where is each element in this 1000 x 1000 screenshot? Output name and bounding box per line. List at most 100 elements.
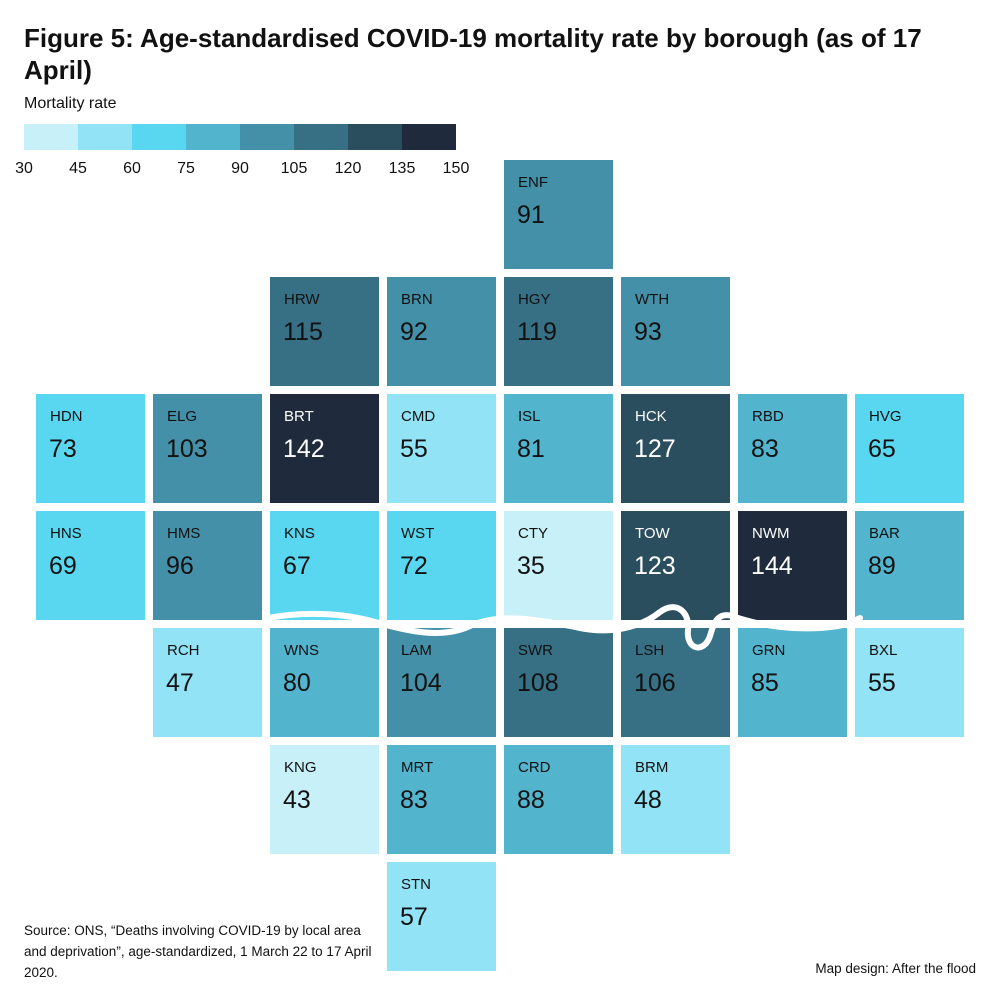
borough-value-label: 91 [517, 201, 545, 229]
borough-tile-rect [153, 628, 262, 737]
borough-code-label: CRD [518, 759, 551, 776]
borough-tile-rect [270, 394, 379, 503]
borough-tile-lsh: LSH 106 [621, 628, 730, 737]
borough-tile-swr: SWR 108 [504, 628, 613, 737]
borough-tile-stn: STN 57 [387, 862, 496, 971]
borough-code-label: KNS [284, 525, 315, 542]
borough-code-label: ISL [518, 408, 541, 425]
legend-swatch [132, 124, 186, 150]
borough-tile-elg: ELG 103 [153, 394, 262, 503]
borough-value-label: 57 [400, 903, 428, 931]
borough-tile-rect [387, 511, 496, 620]
borough-tile-rect [504, 511, 613, 620]
borough-tile-enf: ENF 91 [504, 160, 613, 269]
borough-tile-cty: CTY 35 [504, 511, 613, 620]
legend-swatch [294, 124, 348, 150]
borough-tile-nwm: NWM 144 [738, 511, 847, 620]
borough-tile-hdn: HDN 73 [36, 394, 145, 503]
source-note: Source: ONS, “Deaths involving COVID-19 … [24, 923, 372, 980]
borough-value-label: 43 [283, 786, 311, 814]
borough-tile-rch: RCH 47 [153, 628, 262, 737]
borough-tile-rect [504, 628, 613, 737]
borough-code-label: HMS [167, 525, 200, 542]
color-legend [24, 124, 456, 150]
borough-code-label: ELG [167, 408, 197, 425]
borough-tile-rect [387, 628, 496, 737]
borough-code-label: HNS [50, 525, 82, 542]
borough-tile-rect [387, 862, 496, 971]
borough-code-label: BRM [635, 759, 668, 776]
legend-tick-label: 135 [388, 160, 416, 177]
borough-value-label: 89 [868, 552, 896, 580]
borough-tile-wns: WNS 80 [270, 628, 379, 737]
borough-value-label: 142 [283, 435, 325, 463]
borough-tile-hms: HMS 96 [153, 511, 262, 620]
borough-tile-grn: GRN 85 [738, 628, 847, 737]
borough-code-label: HVG [869, 408, 902, 425]
borough-tile-crd: CRD 88 [504, 745, 613, 854]
borough-value-label: 127 [634, 435, 676, 463]
borough-tile-brm: BRM 48 [621, 745, 730, 854]
borough-value-label: 65 [868, 435, 896, 463]
borough-tile-kng: KNG 43 [270, 745, 379, 854]
borough-value-label: 55 [868, 669, 896, 697]
borough-code-label: KNG [284, 759, 317, 776]
legend-tick-labels: 30 45 60 75 90 105 120 135 150 [0, 160, 500, 182]
borough-tile-rect [504, 745, 613, 854]
borough-value-label: 119 [517, 318, 557, 346]
borough-tile-rect [153, 394, 262, 503]
borough-value-label: 73 [49, 435, 77, 463]
borough-value-label: 108 [517, 669, 559, 697]
borough-code-label: STN [401, 876, 431, 893]
borough-tile-hvg: HVG 65 [855, 394, 964, 503]
borough-code-label: HGY [518, 291, 551, 308]
borough-code-label: CMD [401, 408, 435, 425]
borough-code-label: WTH [635, 291, 669, 308]
borough-value-label: 106 [634, 669, 676, 697]
legend-swatch [24, 124, 78, 150]
legend-tick-label: 105 [280, 160, 308, 177]
borough-tile-rect [270, 745, 379, 854]
borough-code-label: CTY [518, 525, 548, 542]
borough-code-label: LAM [401, 642, 432, 659]
chart-title: Figure 5: Age-standardised COVID-19 mort… [24, 23, 922, 85]
borough-tile-rect [504, 394, 613, 503]
borough-value-label: 96 [166, 552, 194, 580]
borough-tile-rect [504, 277, 613, 386]
borough-value-label: 144 [751, 552, 793, 580]
borough-tile-rect [36, 511, 145, 620]
borough-code-label: BRN [401, 291, 433, 308]
borough-tile-isl: ISL 81 [504, 394, 613, 503]
borough-tile-rect [270, 511, 379, 620]
borough-value-label: 55 [400, 435, 428, 463]
borough-value-label: 67 [283, 552, 311, 580]
borough-code-label: HDN [50, 408, 83, 425]
legend-swatch [402, 124, 456, 150]
borough-tile-rect [153, 511, 262, 620]
borough-value-label: 48 [634, 786, 662, 814]
borough-value-label: 81 [517, 435, 545, 463]
borough-tile-rect [621, 745, 730, 854]
legend-swatch [186, 124, 240, 150]
borough-code-label: MRT [401, 759, 433, 776]
borough-tile-rect [621, 628, 730, 737]
borough-tile-tow: TOW 123 [621, 511, 730, 620]
borough-tile-rbd: RBD 83 [738, 394, 847, 503]
borough-tile-rect [270, 277, 379, 386]
borough-tile-rect [270, 628, 379, 737]
borough-tile-kns: KNS 67 [270, 511, 379, 620]
borough-value-label: 93 [634, 318, 662, 346]
river-thames-line [265, 604, 863, 651]
borough-tile-lam: LAM 104 [387, 628, 496, 737]
borough-value-label: 85 [751, 669, 779, 697]
borough-tile-rect [387, 394, 496, 503]
borough-value-label: 123 [634, 552, 676, 580]
legend-tick-label: 45 [69, 160, 87, 177]
borough-value-label: 80 [283, 669, 311, 697]
borough-tile-rect [387, 277, 496, 386]
legend-swatch [240, 124, 294, 150]
borough-tile-rect [855, 628, 964, 737]
borough-code-label: RCH [167, 642, 200, 659]
borough-tile-rect [738, 628, 847, 737]
